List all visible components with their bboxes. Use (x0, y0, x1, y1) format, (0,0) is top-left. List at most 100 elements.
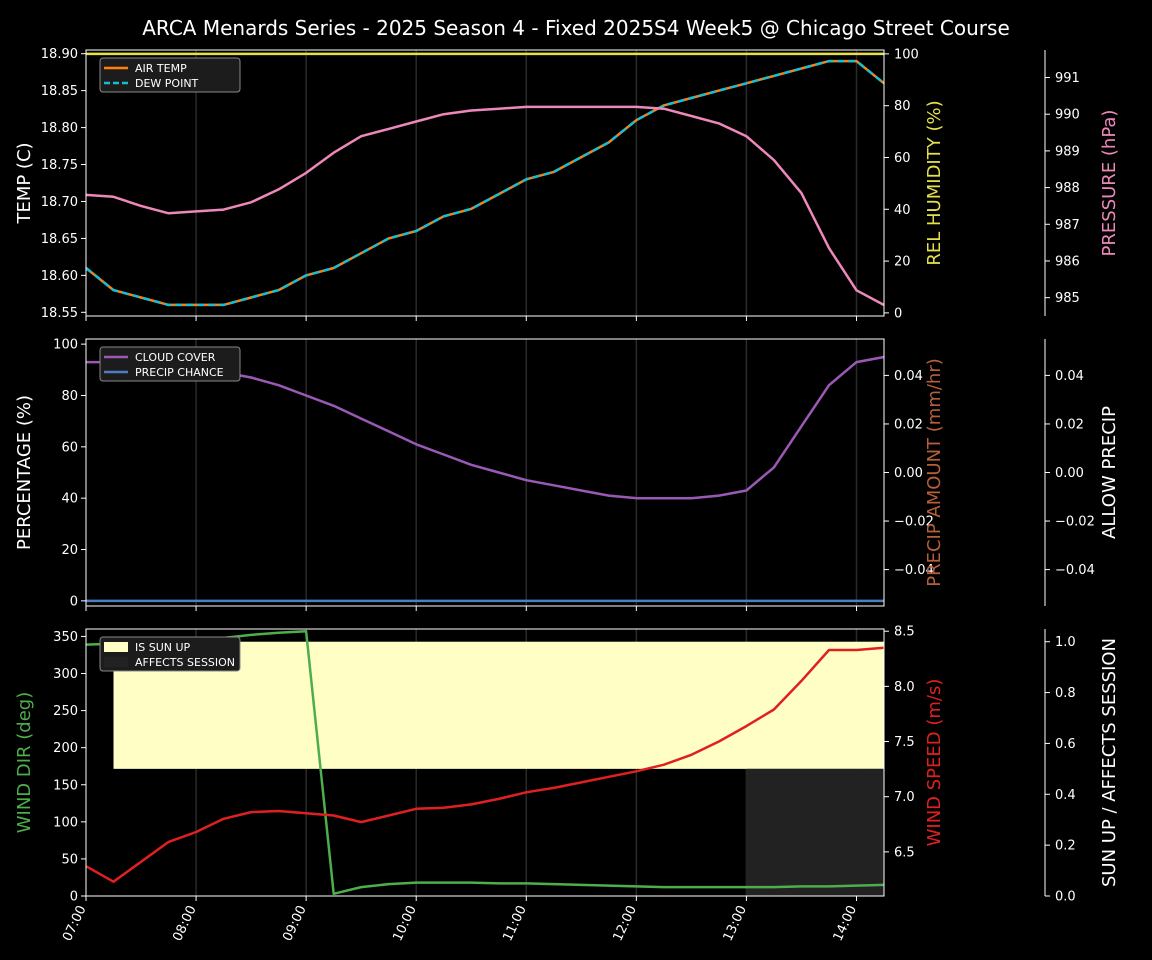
right-tick-label: −0.04 (894, 563, 934, 578)
y-axis-label: PERCENTAGE (%) (14, 395, 35, 550)
right-axis-label: REL HUMIDITY (%) (924, 100, 945, 265)
y-axis-label: WIND DIR (deg) (14, 692, 35, 834)
right-tick-label: 0.04 (894, 369, 923, 384)
x-tick-label: 07:00 (60, 903, 89, 943)
x-tick-label: 11:00 (500, 903, 529, 943)
right-tick-label: −0.02 (894, 515, 934, 530)
right-tick-label: 100 (894, 47, 919, 62)
legend-label: AIR TEMP (135, 62, 187, 75)
legend-box (99, 346, 241, 382)
right-axis-label: PRESSURE (hPa) (1099, 110, 1120, 257)
series-line-pressure (85, 105, 885, 307)
y-tick-label: 18.60 (41, 269, 78, 284)
y-tick-label: 100 (53, 815, 78, 830)
y-tick-label: 100 (53, 338, 78, 353)
right-tick-label: 0.4 (1055, 788, 1076, 803)
series-line-wind-speed (85, 646, 885, 883)
y-tick-label: 300 (53, 667, 78, 682)
y-tick-label: 200 (53, 741, 78, 756)
right-axis-label: ALLOW PRECIP (1099, 406, 1120, 539)
right-tick-label: 987 (1055, 218, 1080, 233)
right-tick-label: 0.02 (894, 417, 923, 432)
y-tick-label: 150 (53, 778, 78, 793)
y-tick-label: 0 (70, 890, 78, 905)
series-line-air-temp (85, 59, 885, 307)
right-tick-label: 7.5 (894, 735, 915, 750)
right-tick-label: 0.04 (1055, 369, 1084, 384)
right-tick-label: 0.02 (1055, 417, 1084, 432)
y-tick-label: 18.80 (41, 121, 78, 136)
right-tick-label: 990 (1055, 108, 1080, 123)
right-tick-label: 0.00 (894, 466, 923, 481)
y-tick-label: 60 (61, 440, 78, 455)
series-line-dew-point (85, 59, 885, 307)
y-tick-label: 18.75 (41, 158, 78, 173)
x-tick-label: 14:00 (831, 903, 860, 943)
right-tick-label: 989 (1055, 144, 1080, 159)
right-tick-label: 1.0 (1055, 635, 1076, 650)
right-tick-label: 40 (894, 203, 911, 218)
panel-3: 0 50 100 150 200 250 300 350 WIND DIR (deg) 6.5 7.… (14, 625, 1120, 905)
y-tick-label: 18.65 (41, 232, 78, 247)
right-tick-label: 8.0 (894, 680, 915, 695)
x-tick-label: 09:00 (280, 903, 309, 943)
legend-swatch (104, 657, 128, 667)
y-tick-label: 18.90 (41, 47, 78, 62)
legend-label: CLOUD COVER (135, 351, 216, 364)
right-tick-label: 80 (894, 99, 911, 114)
y-tick-label: 18.55 (41, 306, 78, 321)
right-tick-label: 0.6 (1055, 737, 1076, 752)
x-tick-label: 10:00 (390, 903, 419, 943)
right-tick-label: 6.5 (894, 845, 915, 860)
y-tick-label: 20 (61, 543, 78, 558)
affects-session-area (746, 768, 884, 896)
legend-swatch (104, 642, 128, 652)
legend-label: PRECIP CHANCE (135, 366, 224, 379)
right-tick-label: 991 (1055, 71, 1080, 86)
x-tick-label: 12:00 (611, 903, 640, 943)
chart-title: ARCA Menards Series - 2025 Season 4 - Fi… (142, 16, 1010, 40)
legend-box (99, 636, 241, 672)
right-tick-label: 988 (1055, 181, 1080, 196)
plot-frame (85, 628, 885, 897)
right-axis-label: PRECIP AMOUNT (mm/hr) (924, 358, 945, 587)
legend: CLOUD COVER PRECIP CHANCE (99, 346, 241, 382)
right-axis-label: SUN UP / AFFECTS SESSION (1099, 638, 1120, 887)
right-tick-label: 0.2 (1055, 839, 1076, 854)
right-tick-label: 0 (894, 306, 902, 321)
right-tick-label: 20 (894, 255, 911, 270)
y-tick-label: 50 (61, 852, 78, 867)
y-tick-label: 40 (61, 492, 78, 507)
y-tick-label: 18.70 (41, 195, 78, 210)
legend-box (99, 57, 241, 93)
right-axis-label: WIND SPEED (m/s) (924, 679, 945, 847)
right-tick-label: 0.8 (1055, 686, 1076, 701)
right-tick-label: 0.0 (1055, 890, 1076, 905)
y-tick-label: 80 (61, 389, 78, 404)
legend-label: DEW POINT (135, 77, 199, 90)
y-tick-label: 18.85 (41, 84, 78, 99)
x-tick-label: 13:00 (721, 903, 750, 943)
x-tick-label: 08:00 (170, 903, 199, 943)
right-tick-label: 7.0 (894, 790, 915, 805)
y-axis-label: TEMP (C) (14, 142, 35, 224)
legend-label: AFFECTS SESSION (135, 656, 235, 669)
y-tick-label: 0 (70, 594, 78, 609)
right-tick-label: 60 (894, 151, 911, 166)
legend: IS SUN UP AFFECTS SESSION (99, 636, 241, 672)
right-tick-label: −0.04 (1055, 563, 1095, 578)
y-tick-label: 250 (53, 704, 78, 719)
y-tick-label: 350 (53, 630, 78, 645)
right-tick-label: 0.00 (1055, 466, 1084, 481)
right-tick-label: −0.02 (1055, 515, 1095, 530)
panel-2: 0 20 40 60 80 100 PERCENTAGE (%) −0.04 −0.02 0.00… (14, 338, 1120, 611)
right-tick-label: 985 (1055, 291, 1080, 306)
legend-label: IS SUN UP (135, 641, 191, 654)
right-tick-label: 8.5 (894, 625, 915, 640)
right-tick-label: 986 (1055, 254, 1080, 269)
sun-up-area (113, 641, 885, 769)
panel-1: 18.55 18.60 18.65 18.70 18.75 18.80 18.85 18.90… (14, 47, 1120, 321)
chart-panels: 18.55 18.60 18.65 18.70 18.75 18.80 18.85 18.90… (14, 47, 1120, 943)
legend: AIR TEMP DEW POINT (99, 57, 241, 93)
